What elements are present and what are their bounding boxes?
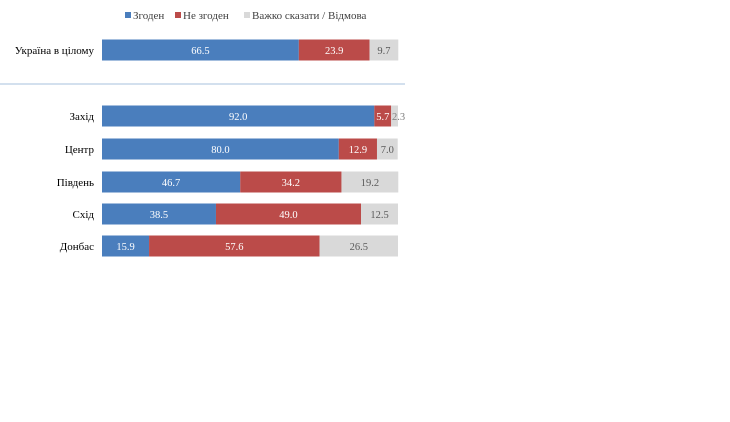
data-label-2-1: 92.0 <box>229 112 247 123</box>
data-label-1-3: 9.7 <box>377 46 390 57</box>
bar-3-series-3 <box>376 138 398 160</box>
category-label-2: Захід <box>69 111 94 123</box>
data-label-4-3: 19.2 <box>361 178 379 189</box>
legend-swatch-2 <box>175 12 181 18</box>
data-label-6-3: 26.5 <box>350 242 368 253</box>
bar-5-series-3 <box>361 203 398 225</box>
data-label-3-3: 7.0 <box>381 145 394 156</box>
data-label-6-2: 57.6 <box>225 242 243 253</box>
data-label-2-3: 2.3 <box>392 112 405 123</box>
data-label-5-2: 49.0 <box>279 210 297 221</box>
data-label-1-2: 23.9 <box>325 46 343 57</box>
data-label-2-2: 5.7 <box>376 112 389 123</box>
category-label-1: Україна в цілому <box>15 45 95 57</box>
bar-1-series-1 <box>102 39 299 61</box>
legend-label-2: Не згоден <box>183 10 229 22</box>
legend-label-1: Згоден <box>133 10 164 22</box>
category-label-4: Південь <box>57 177 94 189</box>
category-label-5: Схід <box>73 209 95 221</box>
data-label-5-1: 38.5 <box>150 210 168 221</box>
bar-2-series-1 <box>102 105 375 127</box>
data-label-4-2: 34.2 <box>282 178 300 189</box>
bars <box>102 39 399 257</box>
category-labels: Україна в цілому Захід Центр Південь Схід Дон… <box>15 45 95 253</box>
bar-5-series-1 <box>102 203 216 225</box>
bar-1-series-2 <box>298 39 370 61</box>
category-label-3: Центр <box>65 144 95 156</box>
category-label-6: Донбас <box>60 241 94 253</box>
bar-2-series-3 <box>391 105 398 127</box>
bar-2-series-2 <box>374 105 392 127</box>
data-label-4-1: 46.7 <box>162 178 180 189</box>
bar-6-series-2 <box>149 235 320 257</box>
bar-3-series-2 <box>338 138 377 160</box>
bar-6-series-1 <box>102 235 150 257</box>
legend-swatch-1 <box>125 12 131 18</box>
bar-3-series-1 <box>102 138 339 160</box>
bar-6-series-3 <box>319 235 398 257</box>
data-label-1-1: 66.5 <box>191 46 209 57</box>
legend-swatch-3 <box>244 12 250 18</box>
bar-5-series-2 <box>215 203 361 225</box>
data-label-3-1: 80.0 <box>211 145 229 156</box>
legend-label-3: Важко сказати / Відмова <box>252 10 366 22</box>
bar-4-series-2 <box>240 171 342 193</box>
data-label-6-1: 15.9 <box>116 242 134 253</box>
legend: Згоден Не згоден Важко сказати / Відмова <box>125 10 366 22</box>
bar-4-series-3 <box>341 171 399 193</box>
data-label-5-3: 12.5 <box>370 210 388 221</box>
data-labels: 66.5 23.9 9.7 92.0 5.7 2.3 80.0 12.9 7.0 46.7 34.2… <box>116 46 405 253</box>
bar-1-series-3 <box>369 39 399 61</box>
data-label-3-2: 12.9 <box>349 145 367 156</box>
bar-4-series-1 <box>102 171 241 193</box>
